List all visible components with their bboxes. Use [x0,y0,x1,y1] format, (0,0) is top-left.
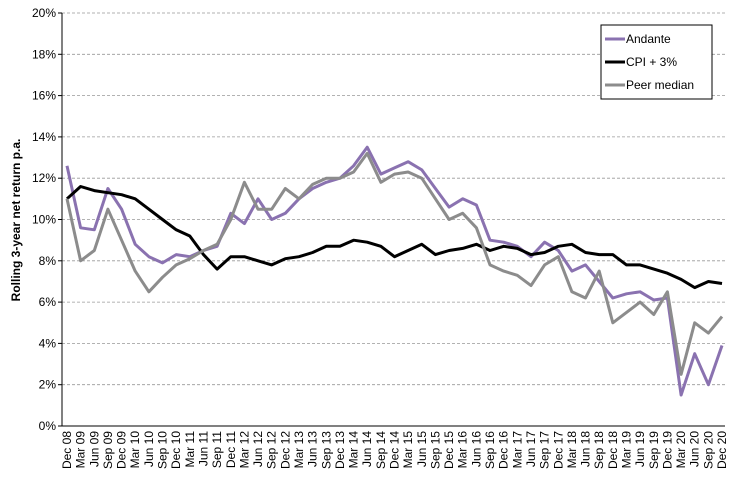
x-tick-label: Dec 13 [333,431,347,469]
x-tick-label: Dec 11 [224,431,238,468]
x-tick-label: Mar 09 [74,431,88,469]
x-tick-label: Mar 18 [565,431,579,469]
x-tick-label: Mar 10 [128,431,142,469]
x-tick-label: Sep 15 [428,431,442,469]
y-tick-label: 10% [32,213,56,227]
x-tick-label: Jun 20 [688,431,702,467]
x-tick-label: Mar 20 [674,431,688,469]
x-tick-label: Dec 14 [388,431,402,469]
y-tick-label: 12% [32,171,56,185]
x-tick-label: Dec 08 [60,431,74,469]
x-tick-label: Mar 15 [401,431,415,469]
legend-label: CPI + 3% [626,55,677,69]
x-tick-label: Dec 16 [497,431,511,469]
x-tick-label: Dec 15 [442,431,456,469]
x-tick-label: Sep 19 [647,431,661,469]
x-tick-label: Dec 18 [606,431,620,469]
x-tick-label: Jun 10 [142,431,156,467]
x-tick-label: Sep 09 [101,431,115,469]
x-tick-label: Mar 13 [292,431,306,469]
x-tick-label: Mar 14 [347,431,361,469]
x-tick-label: Dec 17 [551,431,565,469]
x-tick-label: Mar 12 [237,431,251,469]
x-tick-label: Sep 18 [592,431,606,469]
x-tick-label: Sep 11 [210,431,224,468]
x-tick-label: Jun 19 [633,431,647,467]
series-line [65,185,723,290]
legend-label: Peer median [626,78,694,92]
x-tick-label: Jun 12 [251,431,265,467]
x-tick-label: Jun 18 [579,431,593,467]
x-tick-label: Sep 13 [319,431,333,469]
x-tick-label: Jun 16 [469,431,483,467]
x-tick-label: Sep 10 [156,431,170,469]
x-tick-label: Dec 19 [660,431,674,469]
x-tick-label: Dec 12 [278,431,292,469]
y-tick-label: 2% [39,378,57,392]
legend: Andante CPI + 3% Peer median [600,24,713,100]
x-tick-label: Sep 17 [538,431,552,469]
y-tick-label: 8% [39,254,57,268]
x-tick-label: Mar 16 [456,431,470,469]
x-tick-label: Jun 11 [196,431,210,466]
y-tick-label: 4% [39,336,57,350]
x-tick-label: Dec 09 [115,431,129,469]
y-tick-label: 14% [32,130,56,144]
y-tick-label: 0% [39,419,57,433]
y-tick-label: 20% [32,6,56,20]
x-tick-label: Jun 13 [306,431,320,467]
x-tick-label: Mar 11 [183,431,197,468]
y-tick-label: 18% [32,47,56,61]
x-tick-label: Jun 17 [524,431,538,467]
x-tick-label: Jun 15 [415,431,429,467]
x-tick-label: Dec 20 [715,431,729,469]
x-tick-label: Sep 12 [265,431,279,469]
y-tick-label: 6% [39,295,57,309]
x-tick-label: Dec 10 [169,431,183,469]
y-tick-label: 16% [32,89,56,103]
legend-label: Andante [626,32,671,46]
x-tick-label: Mar 19 [619,431,633,469]
series-line [65,151,724,376]
series-line [65,145,724,397]
x-tick-label: Sep 14 [374,431,388,469]
x-tick-label: Sep 20 [701,431,715,469]
y-axis-title: Rolling 3-year net return p.a. [9,139,23,302]
x-tick-label: Sep 16 [483,431,497,469]
x-tick-label: Jun 14 [360,431,374,467]
x-tick-label: Mar 17 [510,431,524,469]
x-tick-label: Jun 09 [87,431,101,467]
